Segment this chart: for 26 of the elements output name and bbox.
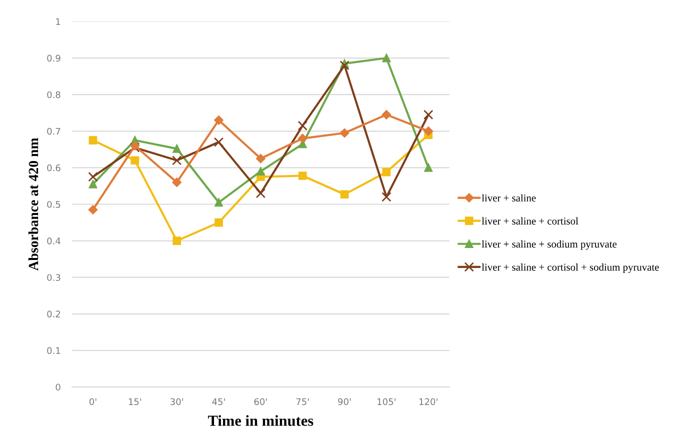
y-tick-label: 0.5 — [47, 200, 60, 208]
y-tick-label: 0.9 — [47, 54, 60, 62]
y-tick-label: 0.6 — [47, 164, 60, 172]
x-tick-label: 90' — [338, 398, 351, 406]
y-tick-label: 0 — [56, 384, 60, 391]
y-tick-label: 0.2 — [47, 310, 60, 318]
x-tick-label: 45' — [212, 398, 225, 406]
x-tick-label: 30' — [170, 398, 183, 406]
y-tick-label: 0.8 — [47, 91, 60, 98]
legend-label: liver + saline + cortisol + sodium pyruvate — [482, 263, 659, 273]
legend-label: liver + saline + cortisol — [482, 217, 578, 225]
x-tick-label: 75' — [296, 398, 309, 406]
x-tick-label: 0' — [89, 398, 96, 406]
y-tick-label: 0.7 — [47, 128, 60, 135]
x-tick-label: 120' — [420, 398, 438, 406]
y-tick-label: 0.1 — [47, 347, 60, 354]
x-axis-title: Time in minutes — [208, 415, 314, 426]
legend-label: liver + saline — [482, 194, 536, 202]
legend-label: liver + saline + sodium pyruvate — [482, 240, 617, 250]
y-tick-label: 1 — [56, 18, 60, 25]
x-tick-label: 60' — [254, 398, 267, 406]
y-axis-title: Absorbance at 420 nm — [28, 138, 38, 271]
x-tick-label: 105' — [378, 398, 396, 406]
x-tick-label: 15' — [128, 398, 142, 406]
y-tick-label: 0.3 — [47, 274, 60, 281]
y-tick-label: 0.4 — [47, 238, 60, 244]
